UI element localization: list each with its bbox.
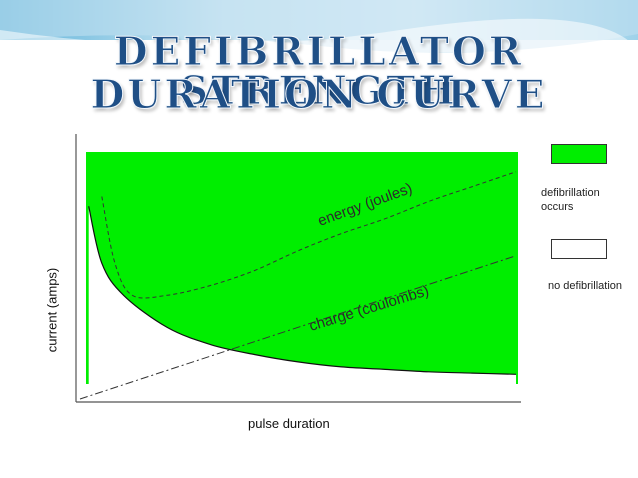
- energy-curve: [101, 171, 517, 299]
- header-banner: [0, 0, 638, 82]
- x-axis-label: pulse duration: [248, 416, 330, 431]
- legend-label-defibrillation: defibrillation occurs: [541, 187, 600, 213]
- legend-label-no-defibrillation: no defibrillation: [548, 280, 622, 292]
- charge-curve: [79, 255, 517, 400]
- strength-duration-curve: [88, 206, 517, 375]
- page-title-line2: DURATION CURVE: [90, 72, 548, 118]
- y-axis-label: current (amps): [44, 267, 60, 353]
- legend-swatch-defibrillation: [551, 144, 607, 164]
- page-title-line1: DEFIBRILLATOR STRENGTH: [113, 29, 525, 114]
- legend-swatch-no-defibrillation: [551, 239, 607, 259]
- no-defibrillation-region: [88, 206, 516, 402]
